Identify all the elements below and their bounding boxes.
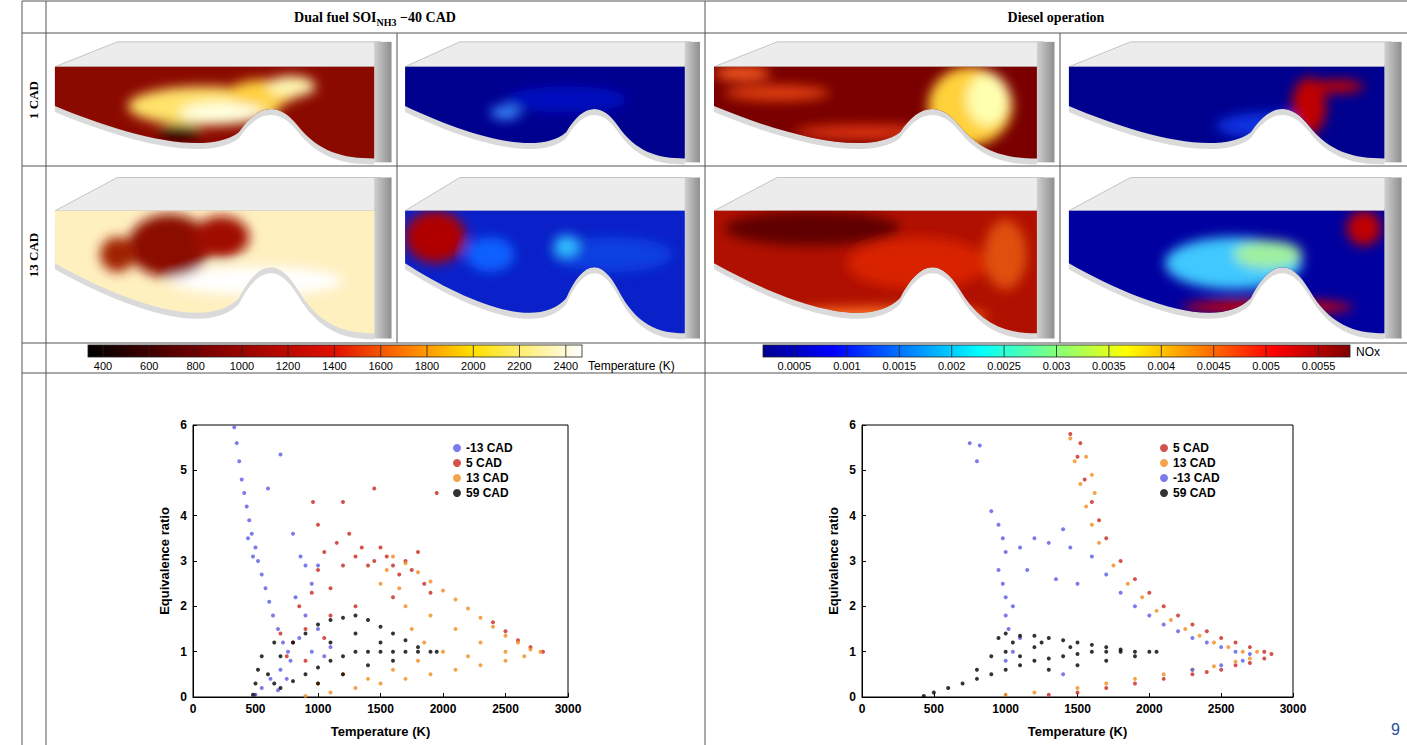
svg-text:1 CAD: 1 CAD: [26, 81, 41, 119]
svg-text:1200: 1200: [276, 360, 300, 372]
svg-text:2200: 2200: [507, 360, 531, 372]
svg-text:0: 0: [180, 690, 187, 704]
svg-text:1400: 1400: [322, 360, 346, 372]
svg-text:Temperature (K): Temperature (K): [588, 359, 675, 373]
svg-text:1500: 1500: [1064, 702, 1091, 716]
svg-text:3: 3: [849, 554, 856, 568]
svg-text:2: 2: [180, 599, 187, 613]
svg-text:0.0015: 0.0015: [882, 360, 916, 372]
svg-text:500: 500: [924, 702, 944, 716]
svg-text:Diesel operation: Diesel operation: [1008, 10, 1105, 25]
svg-text:-13 CAD: -13 CAD: [1173, 471, 1220, 485]
svg-text:2000: 2000: [461, 360, 485, 372]
svg-text:5: 5: [849, 463, 856, 477]
svg-text:4: 4: [180, 509, 187, 523]
svg-text:Equivalence ratio: Equivalence ratio: [826, 507, 841, 615]
svg-text:1000: 1000: [992, 702, 1019, 716]
svg-text:2500: 2500: [492, 702, 519, 716]
svg-text:9: 9: [1391, 721, 1400, 738]
svg-text:5 CAD: 5 CAD: [466, 456, 502, 470]
svg-text:1600: 1600: [368, 360, 392, 372]
svg-text:1: 1: [180, 645, 187, 659]
svg-text:0.0005: 0.0005: [778, 360, 812, 372]
svg-text:0.0025: 0.0025: [987, 360, 1021, 372]
svg-text:1000: 1000: [230, 360, 254, 372]
svg-text:3: 3: [180, 554, 187, 568]
svg-text:0.0045: 0.0045: [1197, 360, 1231, 372]
svg-text:0: 0: [190, 702, 197, 716]
svg-text:2000: 2000: [1136, 702, 1163, 716]
svg-text:Equivalence ratio: Equivalence ratio: [157, 507, 172, 615]
svg-text:600: 600: [140, 360, 158, 372]
svg-text:0.0035: 0.0035: [1092, 360, 1126, 372]
svg-text:0: 0: [859, 702, 866, 716]
svg-text:1000: 1000: [305, 702, 332, 716]
svg-text:2400: 2400: [554, 360, 578, 372]
svg-text:0.002: 0.002: [938, 360, 966, 372]
svg-text:500: 500: [245, 702, 265, 716]
svg-text:400: 400: [94, 360, 112, 372]
svg-text:1: 1: [849, 645, 856, 659]
svg-text:13 CAD: 13 CAD: [466, 471, 509, 485]
svg-text:1800: 1800: [415, 360, 439, 372]
svg-text:5 CAD: 5 CAD: [1173, 441, 1209, 455]
svg-text:0.0055: 0.0055: [1302, 360, 1336, 372]
svg-text:3000: 3000: [1280, 702, 1307, 716]
svg-text:6: 6: [849, 418, 856, 432]
svg-text:Temperature (K): Temperature (K): [1028, 724, 1127, 739]
svg-text:59 CAD: 59 CAD: [1173, 486, 1216, 500]
svg-text:-13 CAD: -13 CAD: [466, 441, 513, 455]
svg-text:800: 800: [186, 360, 204, 372]
svg-text:0.005: 0.005: [1252, 360, 1280, 372]
svg-text:NOx: NOx: [1356, 345, 1380, 359]
svg-text:3000: 3000: [555, 702, 582, 716]
svg-text:13 CAD: 13 CAD: [1173, 456, 1216, 470]
svg-text:2500: 2500: [1208, 702, 1235, 716]
svg-text:0.004: 0.004: [1148, 360, 1176, 372]
svg-text:6: 6: [180, 418, 187, 432]
svg-text:0: 0: [849, 690, 856, 704]
svg-text:0.003: 0.003: [1043, 360, 1071, 372]
svg-text:Temperature (K): Temperature (K): [331, 724, 430, 739]
svg-text:2: 2: [849, 599, 856, 613]
svg-text:Dual fuel SOINH3 −40 CAD: Dual fuel SOINH3 −40 CAD: [294, 10, 456, 28]
svg-text:13 CAD: 13 CAD: [26, 233, 41, 277]
svg-text:59 CAD: 59 CAD: [466, 486, 509, 500]
svg-text:1500: 1500: [367, 702, 394, 716]
svg-text:5: 5: [180, 463, 187, 477]
svg-text:0.001: 0.001: [833, 360, 861, 372]
svg-text:2000: 2000: [430, 702, 457, 716]
svg-text:4: 4: [849, 509, 856, 523]
